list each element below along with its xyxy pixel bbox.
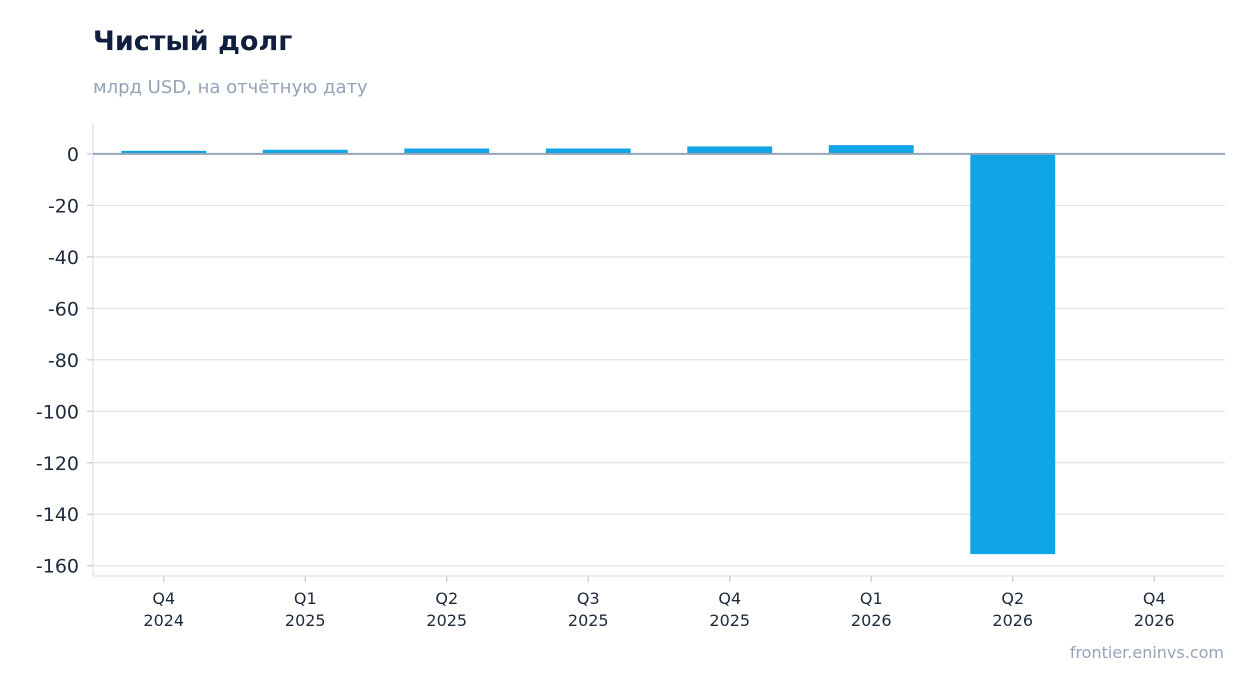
bar: [828, 145, 914, 154]
y-tick-label: -40: [48, 247, 79, 269]
x-tick-label-quarter: Q3: [577, 589, 600, 608]
x-tick-label-year: 2026: [851, 611, 892, 630]
bar: [262, 149, 348, 154]
x-tick-label-year: 2025: [426, 611, 467, 630]
bar: [970, 153, 1056, 555]
x-tick-label-year: 2025: [709, 611, 750, 630]
bars: [121, 145, 1056, 555]
axes: [92, 123, 1225, 577]
y-tick-label: -80: [48, 350, 79, 372]
x-tick-label-year: 2025: [285, 611, 326, 630]
y-tick-label: 0: [67, 144, 79, 166]
source-label: frontier.eninvs.com: [1069, 643, 1224, 662]
x-tick-label-year: 2024: [143, 611, 184, 630]
y-tick-label: -100: [36, 401, 79, 423]
x-tick-label-quarter: Q4: [152, 589, 175, 608]
x-tick-label-quarter: Q1: [294, 589, 317, 608]
x-axis-ticks: Q4 2024 Q1 2025 Q2 2025 Q3 2025 Q4 2025 Q1 2026 Q2 20…: [143, 576, 1175, 630]
x-tick-label-quarter: Q2: [1001, 589, 1024, 608]
x-tick-label-quarter: Q2: [435, 589, 458, 608]
y-axis-ticks: 0 -20 -40 -60 -80 -100 -120 -140 -160: [36, 144, 93, 578]
y-tick-label: -140: [36, 504, 79, 526]
y-tick-label: -120: [36, 453, 79, 475]
x-tick-label-quarter: Q4: [718, 589, 741, 608]
bar: [545, 148, 631, 154]
chart-subtitle: млрд USD, на отчётную дату: [93, 77, 368, 98]
bar: [404, 148, 490, 154]
chart-title: Чистый долг: [93, 26, 293, 57]
y-tick-label: -160: [36, 556, 79, 578]
x-tick-label-quarter: Q1: [860, 589, 883, 608]
x-tick-label-year: 2026: [992, 611, 1033, 630]
x-tick-label-year: 2026: [1134, 611, 1175, 630]
y-tick-label: -60: [48, 298, 79, 320]
y-tick-label: -20: [48, 195, 79, 217]
x-tick-label-year: 2025: [568, 611, 609, 630]
bar: [121, 150, 207, 154]
x-tick-label-quarter: Q4: [1143, 589, 1166, 608]
bar: [687, 146, 773, 154]
